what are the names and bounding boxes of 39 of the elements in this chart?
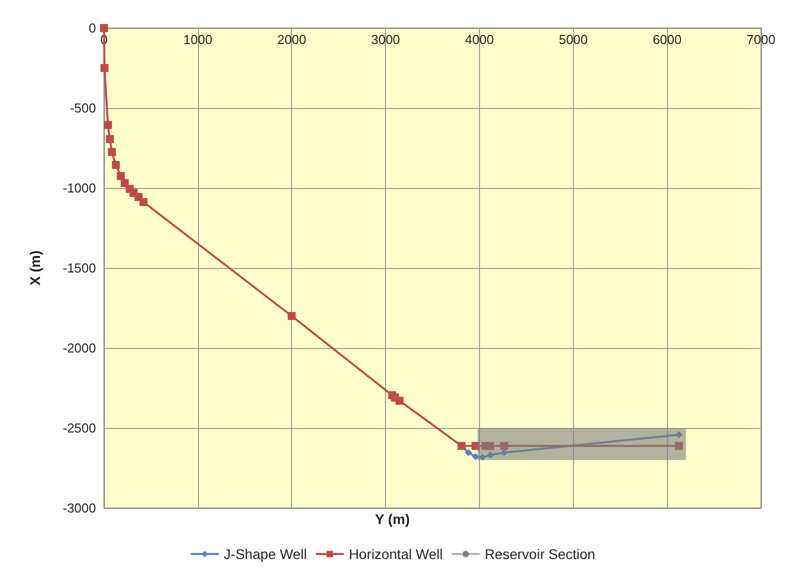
point bbox=[465, 449, 472, 456]
point bbox=[106, 135, 114, 144]
x-tick-label: 7000 bbox=[746, 32, 776, 47]
point bbox=[140, 198, 148, 206]
y-tick-label: -3000 bbox=[62, 500, 96, 516]
y-tick-label: 0 bbox=[88, 20, 96, 36]
point bbox=[478, 454, 486, 461]
y-tick-label: -1000 bbox=[62, 180, 96, 196]
y-tick-label: -2000 bbox=[62, 340, 96, 356]
x-axis-title: Y (m) bbox=[375, 511, 410, 527]
x-tick-label: 2000 bbox=[277, 32, 306, 47]
point bbox=[396, 396, 404, 405]
legend-label: Horizontal Well bbox=[348, 546, 443, 562]
y-axis-title: X (m) bbox=[27, 250, 43, 286]
point bbox=[100, 24, 108, 32]
point bbox=[108, 148, 116, 156]
x-tick-label: 5000 bbox=[558, 32, 588, 47]
y-tick-label: -1500 bbox=[62, 260, 96, 276]
point bbox=[288, 312, 296, 320]
legend-label: J-Shape Well bbox=[224, 546, 307, 562]
point bbox=[472, 453, 479, 460]
point bbox=[675, 431, 682, 438]
x-tick-label: 6000 bbox=[652, 32, 682, 47]
x-tick-label: 3000 bbox=[371, 32, 400, 47]
point bbox=[104, 120, 112, 129]
point bbox=[486, 442, 494, 450]
point bbox=[500, 449, 508, 456]
point bbox=[500, 442, 508, 450]
x-tick-label: 4000 bbox=[464, 32, 494, 47]
x-tick-label: 1000 bbox=[183, 32, 212, 47]
point bbox=[112, 160, 120, 169]
point bbox=[116, 172, 125, 180]
point bbox=[486, 452, 494, 459]
y-tick-label: -2500 bbox=[62, 420, 96, 436]
point bbox=[674, 442, 683, 450]
y-tick-label: -500 bbox=[70, 100, 96, 116]
point bbox=[100, 64, 108, 72]
point bbox=[471, 442, 480, 450]
legend-label: Reservoir Section bbox=[484, 546, 596, 562]
